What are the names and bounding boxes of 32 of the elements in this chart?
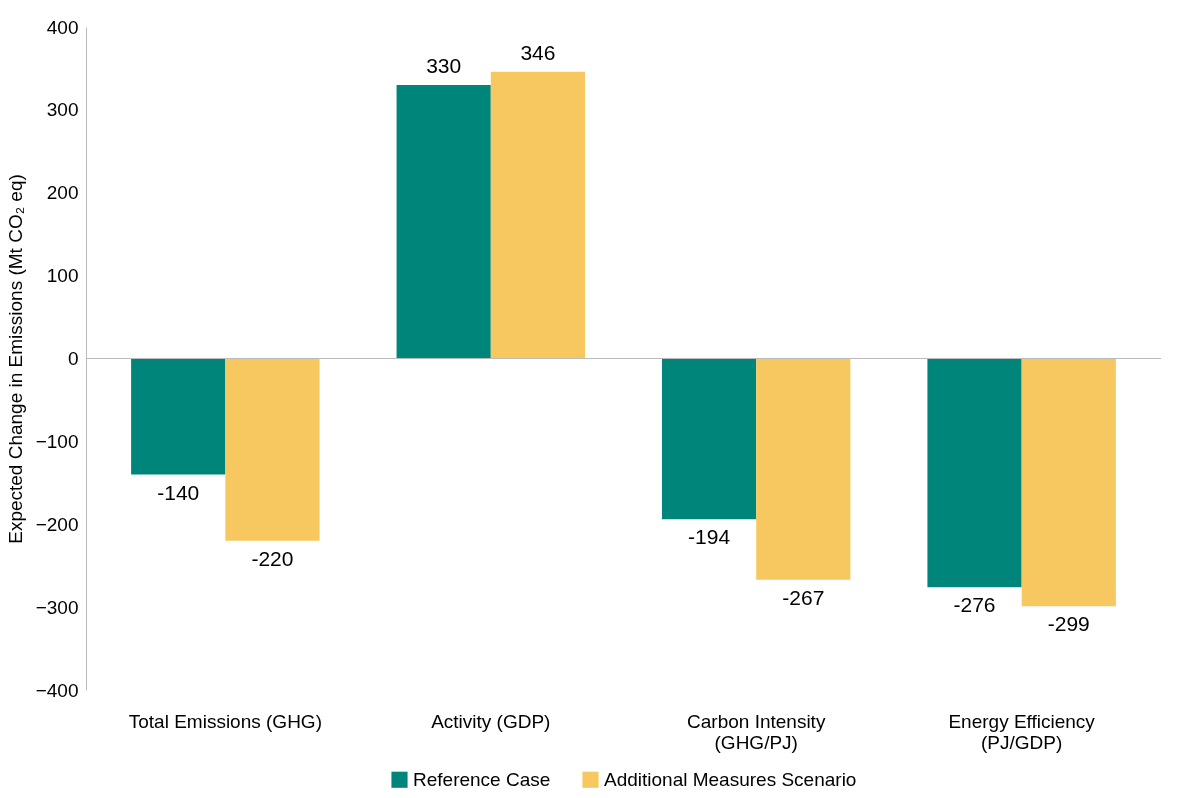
y-tick-label: 400 bbox=[46, 16, 79, 38]
bar bbox=[225, 358, 320, 541]
data-label: -299 bbox=[1047, 612, 1090, 636]
data-label: -267 bbox=[782, 585, 825, 609]
data-label: 330 bbox=[426, 54, 462, 78]
data-label: -194 bbox=[688, 525, 731, 549]
y-tick-label: −200 bbox=[35, 513, 79, 535]
y-axis-title: Expected Change in Emissions (Mt CO₂ eq) bbox=[4, 174, 26, 544]
x-tick-label: Total Emissions (GHG) bbox=[128, 710, 322, 732]
y-tick-label: −300 bbox=[35, 596, 79, 618]
bar bbox=[756, 358, 851, 580]
y-tick-label: 0 bbox=[67, 348, 79, 369]
bar bbox=[927, 358, 1022, 588]
bar bbox=[490, 71, 586, 359]
bar bbox=[396, 85, 491, 359]
bar bbox=[661, 358, 757, 520]
data-label: -276 bbox=[953, 593, 996, 617]
x-tick-label: Energy Efficiency (PJ/GDP) bbox=[948, 710, 1096, 753]
legend-label: Reference Case bbox=[413, 768, 551, 790]
bar bbox=[131, 358, 226, 475]
y-tick-label: −400 bbox=[35, 679, 79, 701]
y-tick-label: 300 bbox=[46, 99, 79, 121]
data-label: -220 bbox=[251, 546, 294, 570]
x-tick-label: Activity (GDP) bbox=[431, 710, 551, 732]
data-label: 346 bbox=[520, 40, 556, 64]
y-tick-label: 100 bbox=[46, 265, 79, 287]
y-tick-label: 200 bbox=[46, 182, 79, 204]
bar bbox=[1021, 358, 1116, 607]
legend-label: Additional Measures Scenario bbox=[604, 768, 857, 790]
x-tick-label: Carbon Intensity (GHG/PJ) bbox=[687, 710, 826, 753]
y-tick-label: −100 bbox=[35, 430, 79, 452]
data-label: -140 bbox=[157, 480, 200, 504]
